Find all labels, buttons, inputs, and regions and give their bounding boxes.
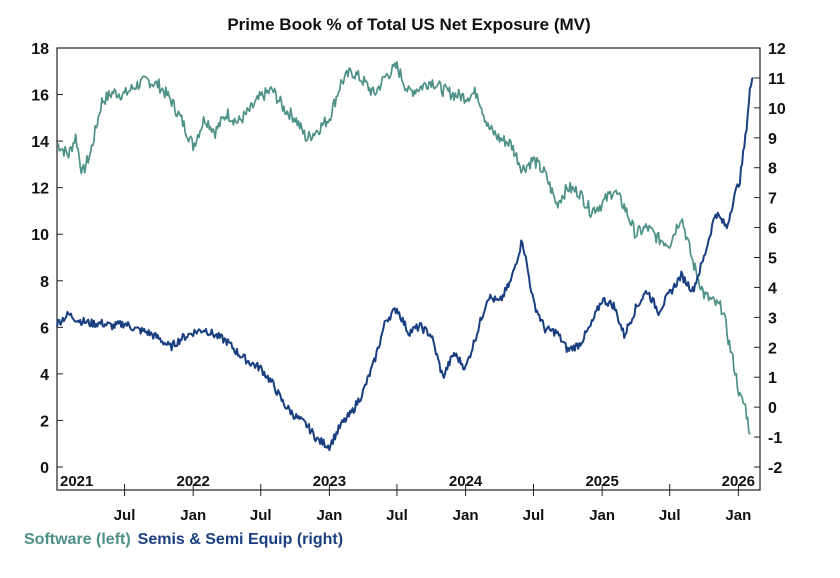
- legend-entry-semis: Semis & Semi Equip (right): [138, 531, 343, 548]
- x-month-label: Jul: [386, 507, 408, 524]
- y-left-tick-label: 12: [31, 181, 49, 198]
- y-right-tick-label: 1: [768, 370, 777, 387]
- x-month-label: Jul: [659, 507, 681, 524]
- x-year-label: 2026: [722, 473, 755, 490]
- y-right-tick-label: 10: [768, 101, 786, 118]
- x-year-label: 2022: [177, 473, 210, 490]
- semis-series-line: [56, 77, 754, 452]
- y-right-tick-label: -1: [768, 430, 782, 447]
- x-year-label: 2023: [313, 473, 346, 490]
- y-right-tick-label: 0: [768, 400, 777, 417]
- x-month-label: Jan: [453, 507, 479, 524]
- x-year-label: 2024: [449, 473, 483, 490]
- y-left-tick-label: 6: [40, 320, 49, 337]
- y-right-tick-label: 3: [768, 310, 777, 327]
- x-month-label: Jul: [114, 507, 136, 524]
- legend-entry-software: Software (left): [24, 531, 131, 548]
- y-left-tick-label: 8: [40, 274, 49, 291]
- y-right-tick-label: 6: [768, 221, 777, 238]
- plot-frame: [56, 47, 761, 491]
- y-right-tick-label: 12: [768, 41, 786, 58]
- x-month-label: Jul: [523, 507, 545, 524]
- x-month-label: Jan: [589, 507, 615, 524]
- x-month-label: Jul: [250, 507, 272, 524]
- y-left-tick-label: 4: [40, 367, 49, 384]
- x-month-label: Jan: [725, 507, 751, 524]
- x-year-label: 2021: [60, 473, 93, 490]
- legend: Software (left) Semis & Semi Equip (right…: [24, 531, 343, 548]
- y-left-tick-label: 2: [40, 413, 49, 430]
- y-left-tick-label: 16: [31, 88, 49, 105]
- x-month-label: Jan: [180, 507, 206, 524]
- y-right-tick-label: 9: [768, 131, 777, 148]
- series-layer: [56, 61, 754, 452]
- x-month-label: Jan: [316, 507, 342, 524]
- y-left-tick-label: 14: [31, 134, 49, 151]
- y-right-tick-label: -2: [768, 460, 782, 477]
- y-left-tick-label: 0: [40, 460, 49, 477]
- x-year-label: 2025: [585, 473, 618, 490]
- y-right-tick-label: 5: [768, 251, 777, 268]
- y-right-tick-label: 2: [768, 340, 777, 357]
- y-right-tick-label: 7: [768, 191, 777, 208]
- software-series-line: [56, 61, 751, 435]
- y-right-tick-label: 8: [768, 161, 777, 178]
- y-right-tick-label: 11: [768, 71, 785, 88]
- chart-title: Prime Book % of Total US Net Exposure (M…: [227, 15, 590, 34]
- y-right-tick-label: 4: [768, 280, 777, 297]
- y-left-tick-label: 10: [31, 227, 49, 244]
- y-left-tick-label: 18: [31, 41, 49, 58]
